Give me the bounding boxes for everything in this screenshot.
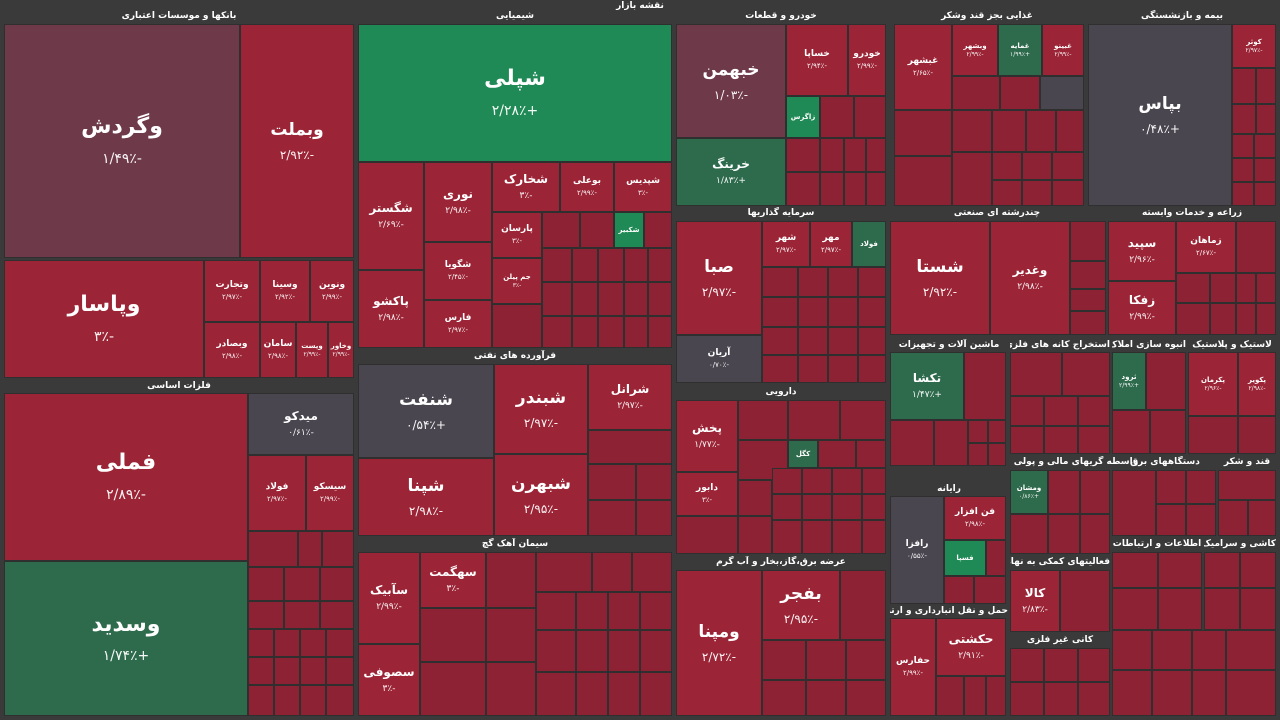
tile-shkharak[interactable]: شخارک -۳٪ [492,162,560,212]
tile-shahr[interactable]: شهر -۲/۹۷٪ [762,221,810,267]
tile-pkerman[interactable]: پکرمان -۲/۹۶٪ [1188,352,1238,416]
tile-sharanel[interactable]: شرانل -۲/۹۷٪ [588,364,672,430]
tile-khring[interactable]: خرینگ +۱/۸۳٪ [676,138,786,206]
tile-pakhsh[interactable]: پخش -۱/۷۷٪ [676,400,738,472]
tile-shgostar[interactable]: شگستر -۲/۶۹٪ [358,162,424,270]
tile-shbandar[interactable]: شبندر -۲/۹۷٪ [494,364,588,454]
tile-tekasha[interactable]: تکشا +۱/۴۷٪ [890,352,964,420]
tile-nori[interactable]: نوری -۲/۹۸٪ [424,162,492,242]
sector-header-electric: دستگاههای برق [1130,457,1200,467]
tile-ghshhar[interactable]: غبشهر -۲/۶۵٪ [894,24,952,110]
tile-vsina[interactable]: وسینا -۲/۹۲٪ [260,260,310,322]
tile-shgoya[interactable]: شگویا -۲/۴۵٪ [424,242,492,300]
tile-vtejarat[interactable]: وتجارت -۲/۹۷٪ [204,260,260,322]
tile-jambilan[interactable]: جم پیلن -۳٪ [492,258,542,304]
sector-header-telecom: اطلاعات و ارتباطات [1112,539,1202,549]
tile-vmpna[interactable]: ومپنا -۲/۷۲٪ [676,570,762,716]
tile-zaka[interactable]: زفکا -۲/۹۹٪ [1108,281,1176,335]
tile-sabik[interactable]: سآبیک -۲/۹۹٪ [358,552,420,644]
tile-saman[interactable]: سامان -۲/۹۸٪ [260,322,296,378]
tile-ptayer[interactable]: پکویر -۲/۹۸٪ [1238,352,1276,416]
sector-header-support: فعالیتهای کمکی به نهاد های [1010,557,1110,567]
tile-bafjar[interactable]: بفجر -۲/۹۵٪ [762,570,840,640]
sector-header-cement: سیمان آهک گچ [481,539,549,549]
tile-fanafzar[interactable]: فن افزار -۲/۹۸٪ [944,496,1006,540]
tile-small-kiana[interactable]: فولاد [852,221,886,267]
tile-zmahan[interactable]: زماهان -۲/۶۷٪ [1176,221,1236,273]
tile-mehr[interactable]: مهر -۲/۹۷٪ [810,221,852,267]
page-title: نقشه بازار [616,1,664,11]
tile-vnovin[interactable]: ونوین -۲/۹۹٪ [310,260,354,322]
sector-header-chemical: شیمیایی [495,11,535,21]
sector-header-insurance: بیمه و بازنشستگی [1140,11,1224,21]
tile-vpost[interactable]: وپست -۲/۹۹٪ [296,322,328,378]
tile-hakshti[interactable]: حکشتی -۲/۹۱٪ [936,618,1006,676]
tile-shbehran[interactable]: شبهرن -۲/۹۵٪ [494,454,588,536]
tile-small-dshimi[interactable]: کگل [788,440,818,468]
tile-vsaderat[interactable]: وبصادر -۲/۹۸٪ [204,322,260,378]
tile-vkhavar[interactable]: وخاور -۲/۹۹٪ [328,322,354,378]
tile-shgmet[interactable]: سهگمت -۳٪ [420,552,486,608]
tile-shanaft[interactable]: شنفت +۰/۵۴٪ [358,364,494,458]
tile-dabur[interactable]: دابور -۳٪ [676,472,738,516]
sector-header-oil: فرآورده های نفتی [473,351,557,361]
tile-small-shkabir[interactable]: شکبیر [614,212,644,248]
tile-shpna[interactable]: شپلی +۲/۲۸٪ [358,24,672,162]
tile-hafars[interactable]: حفارس -۲/۹۹٪ [890,618,936,716]
tile-shasta[interactable]: شستا -۲/۹۲٪ [890,221,990,335]
sector-header-transport: حمل و نقل انبارداری و ارتباطات [890,606,1008,616]
tile-khesapa[interactable]: خساپا -۲/۹۴٪ [786,24,848,96]
sector-header-multi: چندرشته ای صنعتی [953,208,1041,218]
tile-kowsar[interactable]: کوثر -۲/۹۷٪ [1232,24,1276,68]
sector-header-pharma: دارویی [765,387,797,397]
tile-small-mafakher[interactable]: فسپا [944,540,986,576]
sector-header-metals: فلزات اساسی [147,381,211,391]
sector-header-paper: قند و شکر [1223,457,1271,467]
tile-saba[interactable]: صبا -۲/۹۷٪ [676,221,762,335]
tile-shpdis[interactable]: شپدیس -۳٪ [614,162,672,212]
tile-sisko[interactable]: سیسکو -۲/۹۹٪ [306,455,354,531]
sector-header-banks: بانکها و موسسات اعتباری [121,11,237,21]
tile-vmashan[interactable]: ومشان +۰/۸۶٪ [1010,470,1048,514]
tile-vpasar[interactable]: وپاسار -۳٪ [4,260,204,378]
tile-sepid[interactable]: سپید -۲/۹۶٪ [1108,221,1176,281]
tile-vgardesh[interactable]: وگردش -۱/۴۹٪ [4,24,240,258]
tile-small-khiposh[interactable]: زاگرس [786,96,820,138]
tile-ghamaye[interactable]: غمایه +۱/۹۹٪ [998,24,1042,76]
tile-shpna2[interactable]: شپنا -۲/۹۸٪ [358,458,494,536]
tile-pakshoo[interactable]: پاکشو -۲/۹۸٪ [358,270,424,348]
sector-header-computer: رایانه [937,484,961,494]
sector-header-food: غذایی بجز قند وشکر [941,11,1033,21]
tile-khabahman[interactable]: خبهمن -۱/۰۳٪ [676,24,786,138]
tile-vghadir[interactable]: وغدیر -۲/۹۸٪ [990,221,1070,335]
sector-header-financial: واسطه گریهای مالی و پولی [1013,457,1139,467]
tile-arian[interactable]: آریان -۰/۷۰٪ [676,335,762,383]
tile-vbmellat[interactable]: وبملت -۲/۹۲٪ [240,24,354,258]
tile-boali[interactable]: بوعلی -۲/۹۹٪ [560,162,614,212]
tile-fars[interactable]: فارس -۲/۹۷٪ [424,300,492,348]
tile-kala[interactable]: کالا -۲/۸۳٪ [1010,570,1060,632]
sector-header-mining: استخراج کانه های فلزی [1010,340,1110,350]
sector-header-agriculture: زراعه و خدمات وابسته [1141,208,1243,218]
tile-ghebina[interactable]: غبینو -۲/۹۹٪ [1042,24,1084,76]
sector-header-utilities: عرضه برق،گاز،بخار و آب گرم [716,557,846,567]
tile-sofi[interactable]: سصوفی -۳٪ [358,644,420,716]
sector-header-plastic: لاستیک و پلاستیک [1192,340,1272,350]
tile-fameli[interactable]: فملی -۲/۸۹٪ [4,393,248,561]
sector-header-realestate: انبوه سازی املاک و [1112,340,1186,350]
tile-trood[interactable]: ثرود +۲/۹۹٪ [1112,352,1146,410]
sector-header-nonmetal: کانی غیر فلزی [1026,635,1094,645]
tile-mideko[interactable]: میدکو -۰/۶۱٪ [248,393,354,455]
sector-header-tiles: کاشی و سرامیک [1204,539,1276,549]
sector-header-auto: خودرو و قطعات [745,11,817,21]
tile-bpas[interactable]: بپاس +۰/۴۸٪ [1088,24,1232,206]
tile-khodro[interactable]: خودرو -۲/۹۹٪ [848,24,886,96]
tile-vsadid[interactable]: وسدید +۱/۷۴٪ [4,561,248,716]
tile-rafza[interactable]: رافزا -۰/۵۵٪ [890,496,944,604]
sector-header-investment: سرمایه گذاریها [747,208,815,218]
tile-parsan[interactable]: پارسان -۳٪ [492,212,542,258]
tile-foolad[interactable]: فولاد -۲/۹۷٪ [248,455,306,531]
tile-vbshahr[interactable]: وبشهر -۲/۹۹٪ [952,24,998,76]
sector-header-machinery: ماشین آلات و تجهیزات [898,340,1000,350]
